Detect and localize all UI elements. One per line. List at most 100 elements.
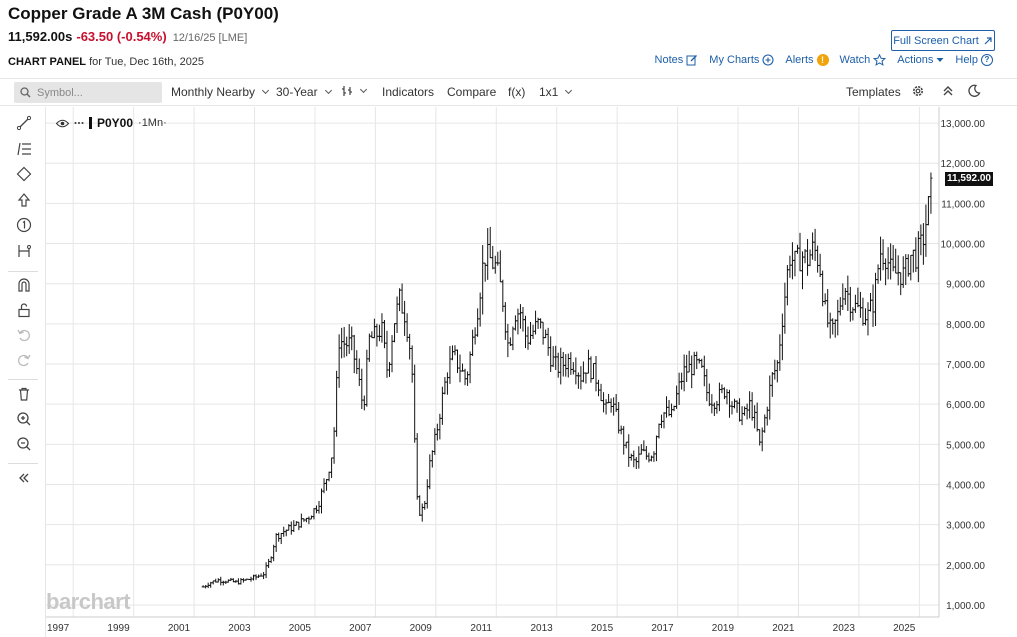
x-tick-label: 2005 xyxy=(289,623,312,634)
legend-interval: ·1Mn· xyxy=(138,117,167,129)
function-button[interactable]: f(x) xyxy=(508,85,525,99)
quote-meta: 12/16/25 [LME] xyxy=(172,32,248,44)
price-change: -63.50 (-0.54%) xyxy=(76,29,167,44)
price-chart[interactable]: 1,000.00 2,000.00 3,000.00 4,000.00 5,000.00… xyxy=(46,107,1017,637)
chart-grid xyxy=(46,107,940,618)
expand-arrow-icon xyxy=(984,36,992,44)
function-label: f(x) xyxy=(508,85,526,99)
period-label: 30-Year xyxy=(276,85,318,99)
trendline-icon xyxy=(16,115,32,131)
redo-button[interactable] xyxy=(12,350,36,370)
theme-toggle[interactable] xyxy=(967,84,981,98)
drawing-tools-sidebar xyxy=(0,107,46,637)
y-tick-label: 4,000.00 xyxy=(946,480,985,491)
double-chevron-up-icon xyxy=(943,86,953,96)
aggregation-dropdown[interactable]: Monthly Nearby xyxy=(171,85,270,99)
help-link[interactable]: Help ? xyxy=(955,54,993,66)
full-screen-chart-button[interactable]: Full Screen Chart xyxy=(891,30,995,51)
chevron-down-icon xyxy=(324,86,332,95)
settings-button[interactable] xyxy=(911,84,925,98)
undo-button[interactable] xyxy=(12,325,36,345)
arrow-tool[interactable] xyxy=(12,190,36,210)
alert-badge-icon: ! xyxy=(816,54,829,66)
x-tick-label: 1997 xyxy=(47,623,70,634)
measure-tool[interactable] xyxy=(12,241,36,261)
full-screen-chart-label: Full Screen Chart xyxy=(893,34,979,47)
period-dropdown[interactable]: 30-Year xyxy=(276,85,332,99)
y-tick-label: 9,000.00 xyxy=(946,280,985,291)
gear-icon xyxy=(913,86,923,96)
my-charts-label: My Charts xyxy=(709,54,760,66)
layout-dropdown[interactable]: 1x1 xyxy=(539,85,573,99)
plus-circle-icon xyxy=(762,54,774,66)
arrow-up-icon xyxy=(17,193,31,207)
last-price-marker: 11,592.00 xyxy=(945,172,993,186)
x-tick-label: 2013 xyxy=(530,623,553,634)
more-options-icon[interactable] xyxy=(74,121,84,125)
y-tick-label: 1,000.00 xyxy=(946,601,985,612)
symbol-search-placeholder: Symbol... xyxy=(37,86,83,99)
x-tick-label: 2015 xyxy=(591,623,614,634)
star-icon xyxy=(873,54,887,66)
compare-label: Compare xyxy=(447,85,497,99)
chart-panel-heading: CHART PANEL for Tue, Dec 16th, 2025 xyxy=(8,56,204,68)
question-mark-icon: ? xyxy=(981,54,993,66)
x-tick-label: 2025 xyxy=(893,623,916,634)
collapse-button[interactable] xyxy=(942,84,954,98)
symbol-search-input[interactable]: Symbol... xyxy=(14,82,162,103)
alerts-link[interactable]: Alerts ! xyxy=(785,54,829,66)
ohlc-bars xyxy=(201,172,933,589)
notes-link[interactable]: Notes xyxy=(655,54,699,66)
ohlc-bars-icon xyxy=(342,86,352,96)
y-tick-label: 7,000.00 xyxy=(946,360,985,371)
numbered-circle-icon xyxy=(16,217,32,233)
x-tick-label: 2001 xyxy=(168,623,191,634)
chart-links: Notes My Charts Alerts ! Watch Actions H… xyxy=(655,54,993,66)
sidebar-divider xyxy=(8,379,38,380)
y-tick-label: 12,000.00 xyxy=(941,159,986,170)
chart-toolbar: Symbol... Monthly Nearby 30-Year Indicat… xyxy=(0,78,1017,106)
alerts-label: Alerts xyxy=(785,54,814,66)
magnet-icon xyxy=(18,278,30,292)
eye-icon[interactable] xyxy=(56,119,69,128)
zoom-in-icon xyxy=(17,412,31,426)
my-charts-link[interactable]: My Charts xyxy=(709,54,774,66)
collapse-sidebar-button[interactable] xyxy=(12,468,36,488)
y-tick-label: 10,000.00 xyxy=(941,240,986,251)
x-tick-label: 2011 xyxy=(470,623,492,634)
zoom-in-button[interactable] xyxy=(12,409,36,429)
zoom-out-button[interactable] xyxy=(12,434,36,454)
x-tick-label: 2019 xyxy=(712,623,735,634)
templates-button[interactable]: Templates xyxy=(846,85,901,99)
series-swatch xyxy=(89,117,92,129)
shape-tool[interactable] xyxy=(12,164,36,184)
trendline-tool[interactable] xyxy=(12,113,36,133)
x-tick-label: 1999 xyxy=(107,623,130,634)
watch-label: Watch xyxy=(839,54,871,66)
y-tick-label: 3,000.00 xyxy=(946,521,985,532)
chart-type-dropdown[interactable] xyxy=(341,85,368,97)
actions-menu[interactable]: Actions xyxy=(897,54,944,66)
fibonacci-icon xyxy=(17,142,31,156)
chart-legend: P0Y00 ·1Mn· xyxy=(56,116,167,130)
delete-drawings-button[interactable] xyxy=(12,384,36,404)
compare-button[interactable]: Compare xyxy=(447,85,496,99)
sidebar-divider xyxy=(8,271,38,272)
chart-panel-date: for Tue, Dec 16th, 2025 xyxy=(89,56,205,68)
indicators-button[interactable]: Indicators xyxy=(382,85,434,99)
lock-tool[interactable] xyxy=(12,300,36,320)
x-tick-label: 2023 xyxy=(833,623,856,634)
chevron-down-icon xyxy=(565,86,573,95)
fibonacci-tool[interactable] xyxy=(12,139,36,159)
magnet-tool[interactable] xyxy=(12,275,36,295)
actions-label: Actions xyxy=(897,54,934,66)
caret-down-icon xyxy=(936,58,944,62)
double-chevron-left-icon xyxy=(19,473,29,483)
quote-line: 11,592.00s -63.50 (-0.54%) 12/16/25 [LME… xyxy=(8,29,247,44)
y-tick-label: 5,000.00 xyxy=(946,440,985,451)
watch-link[interactable]: Watch xyxy=(840,54,887,66)
chevron-down-icon xyxy=(359,85,368,94)
y-tick-label: 8,000.00 xyxy=(946,320,985,331)
annotation-tool[interactable] xyxy=(12,215,36,235)
chart-area[interactable]: 1,000.00 2,000.00 3,000.00 4,000.00 5,000.00… xyxy=(46,107,1017,637)
